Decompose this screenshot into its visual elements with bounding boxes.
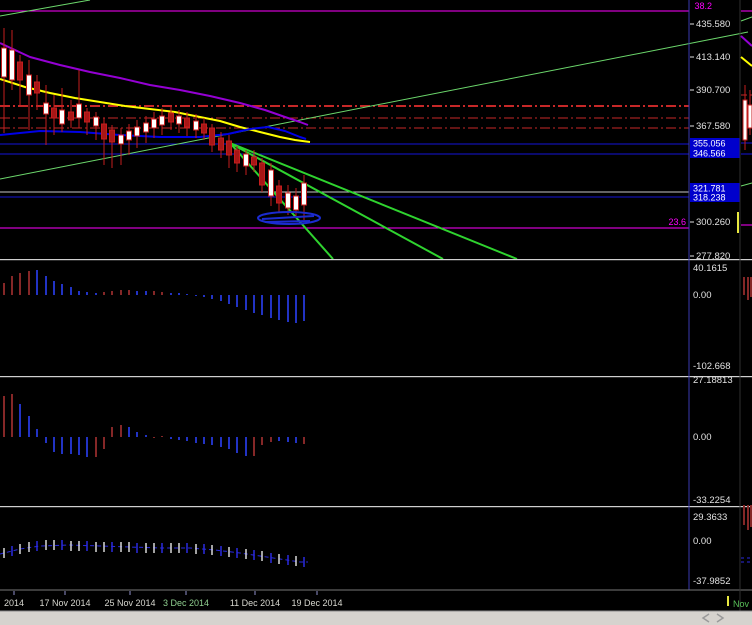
indicator-panel-1 [3,270,305,323]
second-chart-sliver[interactable]: Nov [727,0,752,611]
panel-scale-labels: 40.1615 0.00 -102.668 27.18813 0.00 -33.2254 2… [693,263,733,587]
label: 0.00 [693,432,712,443]
label: 23.6 [668,217,686,227]
label: -33.2254 [693,495,731,506]
label: 318.238 [693,193,726,203]
indicator-panel-3 [0,540,308,567]
right-scroll-arrow-icon[interactable] [716,613,725,623]
candlesticks [1,28,307,220]
label: -102.668 [693,361,731,372]
label: 300.260 [696,217,730,228]
label: 17 Nov 2014 [39,598,90,608]
left-scroll-arrow-icon[interactable] [701,613,710,623]
label: 0.00 [693,536,712,547]
label: 27.18813 [693,375,733,386]
price-tag [690,183,740,193]
price-tag [690,192,740,202]
bottom-scroll-strip[interactable] [0,610,752,625]
label: 435.580 [696,19,730,30]
label: 367.580 [696,121,730,132]
label: 38.2 [694,1,712,11]
label: Nov [733,599,750,609]
label: 25 Nov 2014 [104,598,155,608]
label: 2014 [4,598,24,608]
price-tag [690,138,740,148]
level-lines[interactable] [0,10,689,229]
price-tag [690,148,740,158]
highlight-scribble [257,211,321,225]
time-axis[interactable]: 2014 17 Nov 2014 25 Nov 2014 3 Dec 2014 11 D… [0,589,752,608]
label: 19 Dec 2014 [291,598,342,608]
label: -37.9852 [693,576,731,587]
label: 346.566 [693,149,726,159]
label: 40.1615 [693,263,727,274]
label: 3 Dec 2014 [163,598,209,608]
indicator-panel-2 [3,394,305,457]
label: 413.140 [696,52,730,63]
label: 390.700 [696,85,730,96]
label: 355.056 [693,139,726,149]
pane-separators[interactable] [0,259,752,508]
price-axis[interactable]: 435.580 413.140 390.700 367.580 300.260 277.8… [668,0,740,590]
label: 0.00 [693,290,712,301]
label: 29.3633 [693,512,727,523]
label: 321.781 [693,184,726,194]
label: 11 Dec 2014 [230,598,280,608]
label: 277.820 [696,251,730,262]
